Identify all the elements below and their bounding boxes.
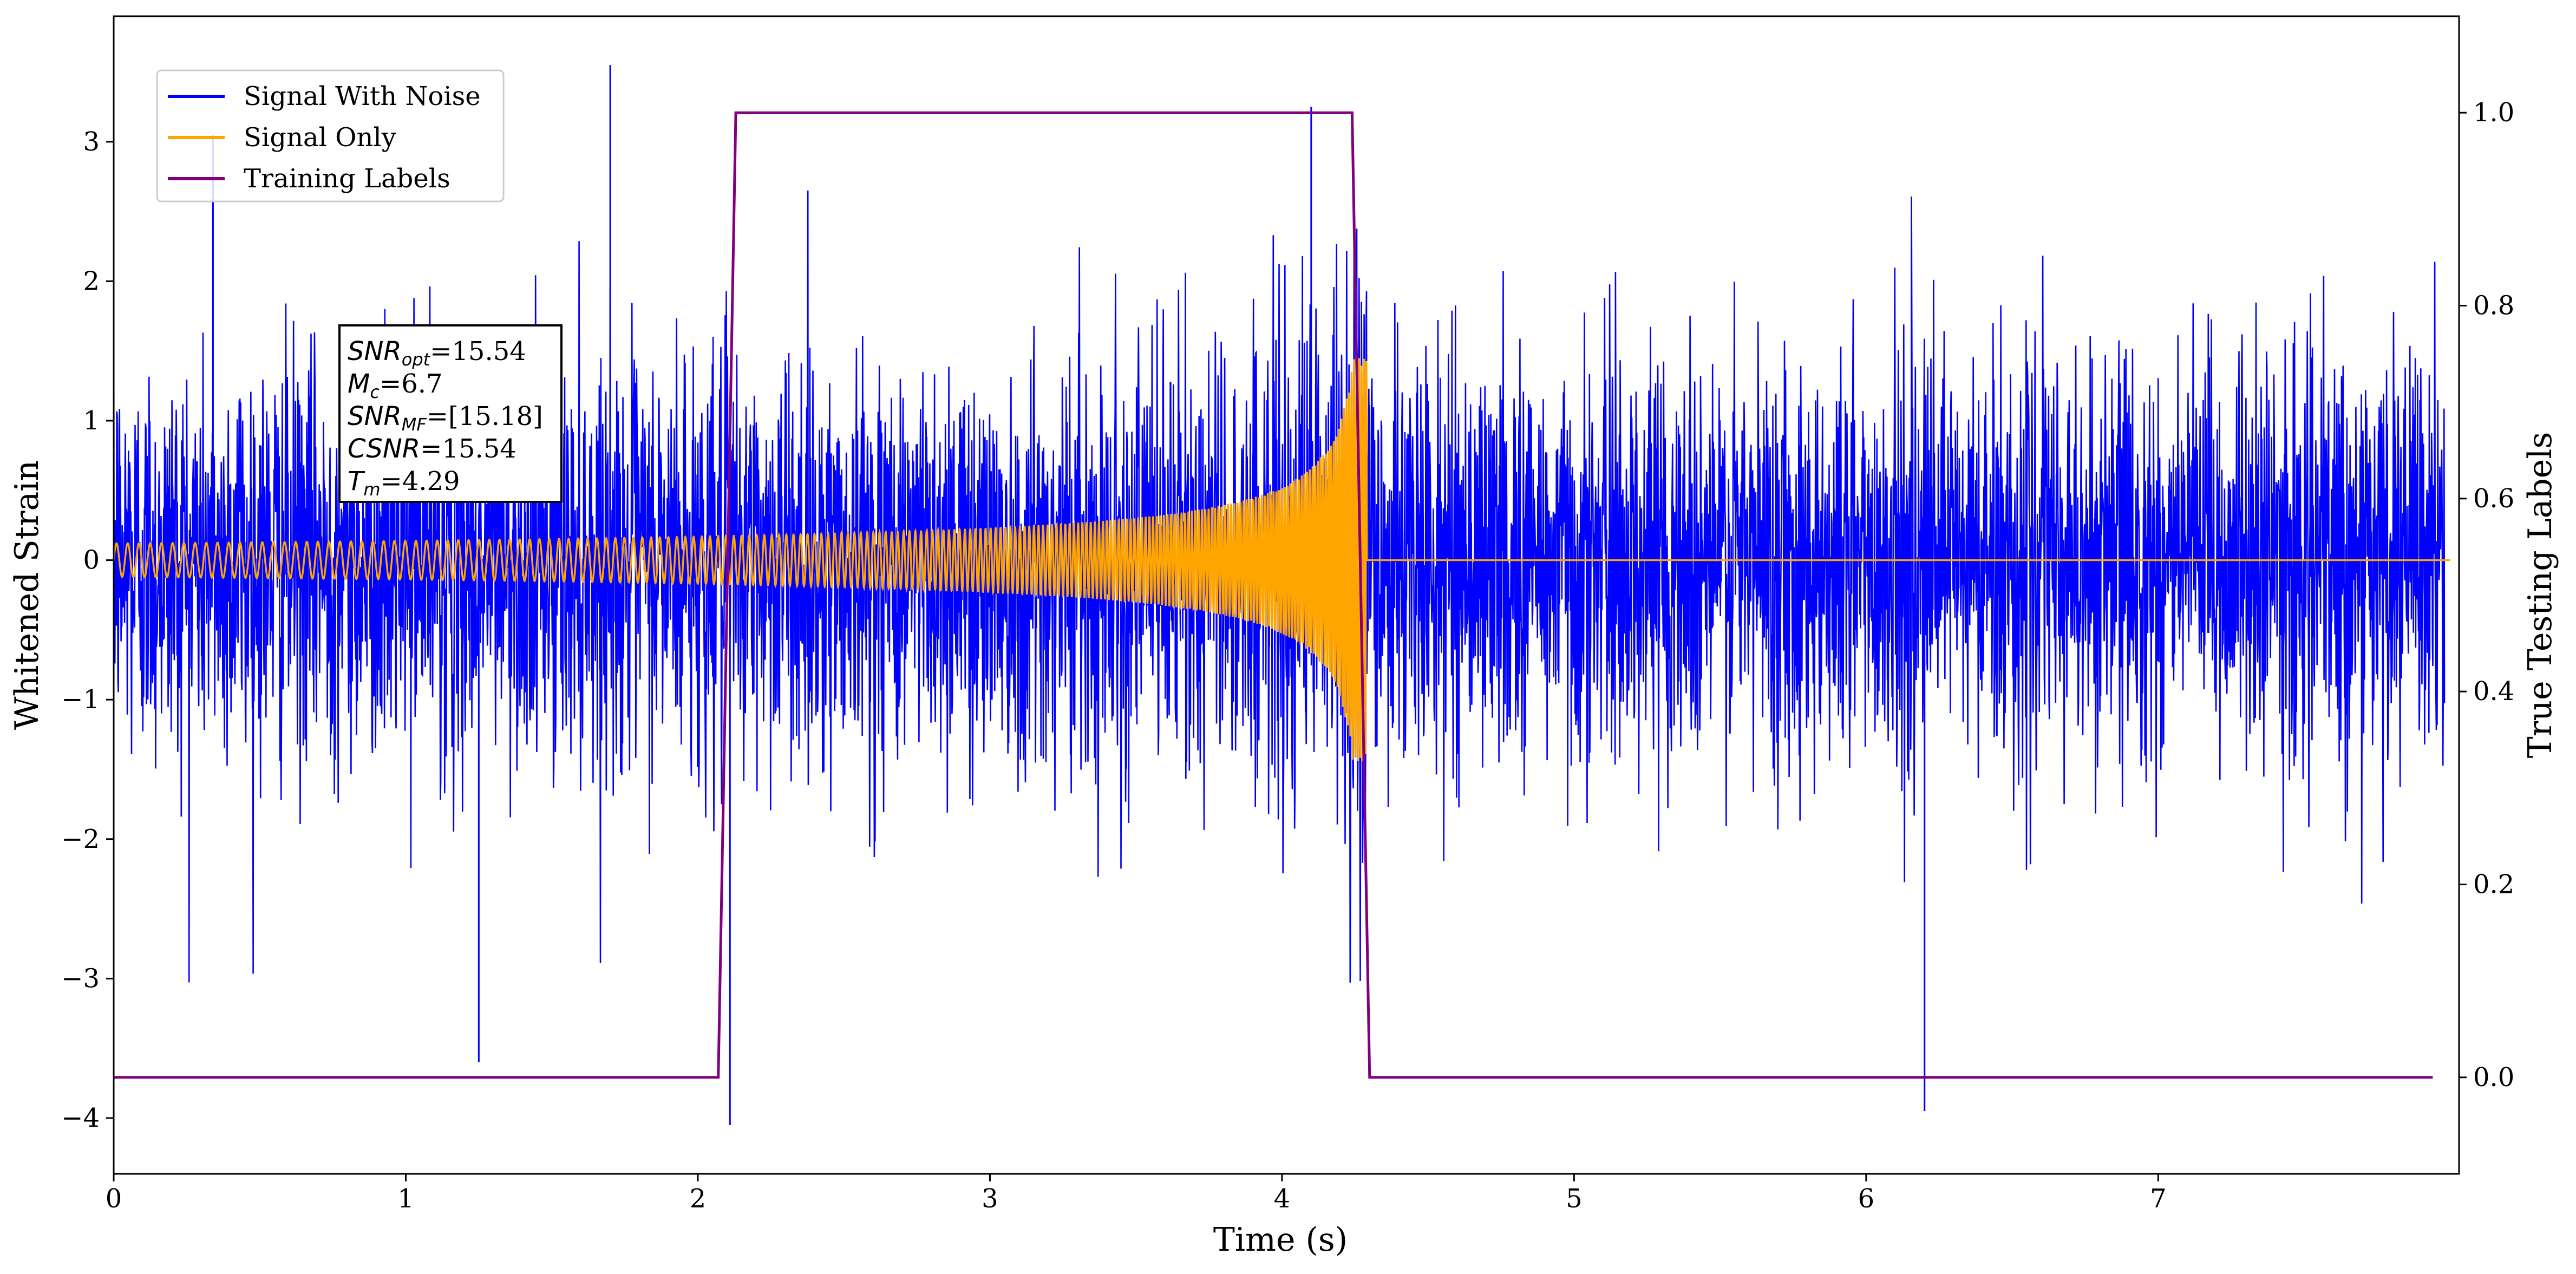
series-signal-only xyxy=(114,358,2450,762)
x-tick-label: 4 xyxy=(1274,1184,1291,1214)
annotation-line: SNRMF=[15.18] xyxy=(348,401,543,435)
y-left-tick-label: −4 xyxy=(61,1103,100,1133)
series-training-labels xyxy=(114,111,2433,1079)
y-left-tick-label: 1 xyxy=(83,406,100,436)
legend-label-signal-with-noise: Signal With Noise xyxy=(244,81,481,112)
x-tick-label: 0 xyxy=(106,1184,122,1214)
y-right-tick-label: 1.0 xyxy=(2473,97,2514,128)
legend-label-signal-only: Signal Only xyxy=(244,122,396,153)
legend-label-training-labels: Training Labels xyxy=(244,164,450,194)
x-tick-label: 3 xyxy=(982,1184,998,1214)
y-left-tick-label: 3 xyxy=(83,127,100,157)
annotation-line: CSNR=15.54 xyxy=(348,434,516,464)
y-axis-left-label: Whitened Strain xyxy=(8,460,46,730)
x-tick-label: 1 xyxy=(397,1184,414,1214)
y-axis-left: −4 −3 −2 −1 0 1 2 3 xyxy=(61,127,114,1133)
x-axis-label: Time (s) xyxy=(1213,1221,1348,1259)
annotation-frame xyxy=(338,324,563,503)
annotation-lines: SNRopt=15.54Mc=6.7SNRMF=[15.18]CSNR=15.5… xyxy=(348,336,543,500)
x-axis: 0 1 2 3 4 5 6 7 xyxy=(106,1174,2167,1214)
y-right-tick-label: 0.0 xyxy=(2473,1062,2514,1093)
plot-frame xyxy=(113,15,2460,1175)
y-right-tick-label: 0.4 xyxy=(2473,676,2514,707)
annotation-line: Tm=4.29 xyxy=(348,466,460,500)
y-right-tick-label: 0.6 xyxy=(2473,484,2514,514)
x-tick-label: 2 xyxy=(690,1184,707,1214)
y-right-tick-label: 0.8 xyxy=(2473,291,2514,321)
x-tick-label: 7 xyxy=(2150,1184,2167,1214)
x-tick-label: 5 xyxy=(1566,1184,1583,1214)
y-right-tick-label: 0.2 xyxy=(2473,870,2514,900)
annotation-box: SNRopt=15.54Mc=6.7SNRMF=[15.18]CSNR=15.5… xyxy=(338,324,563,503)
y-left-tick-label: 0 xyxy=(83,545,100,576)
y-left-tick-label: −3 xyxy=(61,963,100,994)
x-tick-label: 6 xyxy=(1858,1184,1875,1214)
y-left-tick-label: −2 xyxy=(61,824,100,854)
y-left-tick-label: 2 xyxy=(83,266,100,296)
y-axis-right-label: True Testing Labels xyxy=(2521,432,2559,759)
legend: Signal With Noise Signal Only Training L… xyxy=(156,69,505,202)
annotation-line: SNRopt=15.54 xyxy=(348,336,526,370)
legend-frame xyxy=(156,69,505,202)
annotation-line: Mc=6.7 xyxy=(348,369,443,402)
y-axis-right: 0.0 0.2 0.4 0.6 0.8 1.0 xyxy=(2459,97,2514,1093)
y-left-tick-label: −1 xyxy=(61,684,100,715)
